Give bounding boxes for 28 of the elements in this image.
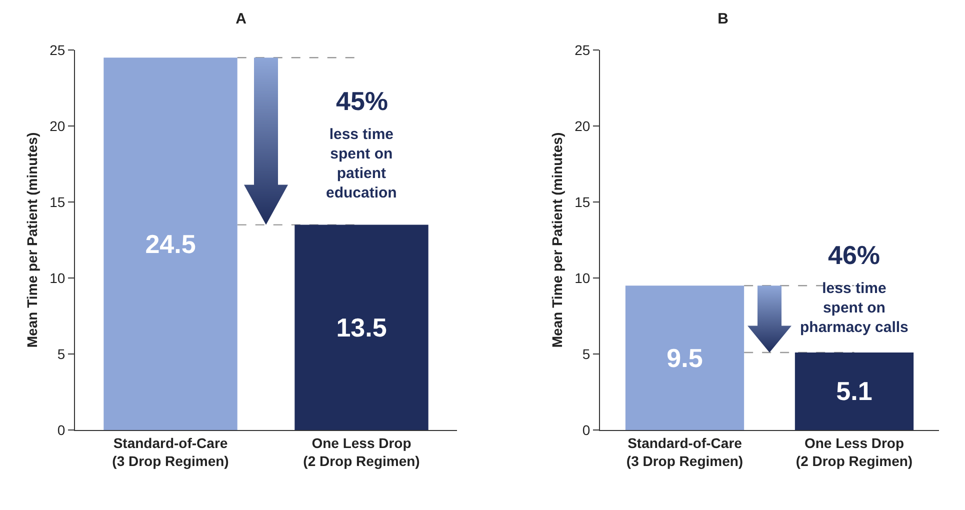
x-tick-label: One Less Drop (2 Drop Regimen) [303,434,420,469]
y-axis-title: Mean Time per Patient (minutes) [549,132,565,348]
data-label: 9.5 [666,342,703,373]
x-tick-label: Standard-of-Care (3 Drop Regimen) [112,434,229,469]
y-tick-label: 20 [50,118,66,134]
chart-title: B [718,10,729,28]
annotation: less time spent on pharmacy calls [800,280,908,336]
y-tick-label: 10 [50,270,66,286]
y-tick-label: 0 [57,422,66,438]
annotation: 46% [828,240,880,270]
y-tick-label: 0 [582,422,590,438]
y-axis-title: Mean Time per Patient (minutes) [24,132,40,348]
y-tick-label: 5 [582,346,590,362]
data-label: 5.1 [836,376,872,406]
y-tick-label: 5 [57,346,66,362]
y-tick-label: 25 [574,42,590,58]
annotation: 45% [336,86,388,116]
y-tick-label: 20 [574,118,590,134]
y-tick-label: 15 [574,194,590,210]
chart-title: A [236,10,247,28]
y-tick-label: 10 [574,270,590,286]
data-label: 13.5 [336,312,387,342]
x-tick-label: Standard-of-Care (3 Drop Regimen) [626,434,744,469]
y-tick-label: 15 [50,194,66,210]
data-label: 24.5 [145,228,196,259]
x-tick-label: One Less Drop (2 Drop Regimen) [796,434,913,469]
annotation: less time spent on patient education [326,126,397,202]
y-tick-label: 25 [50,42,66,58]
